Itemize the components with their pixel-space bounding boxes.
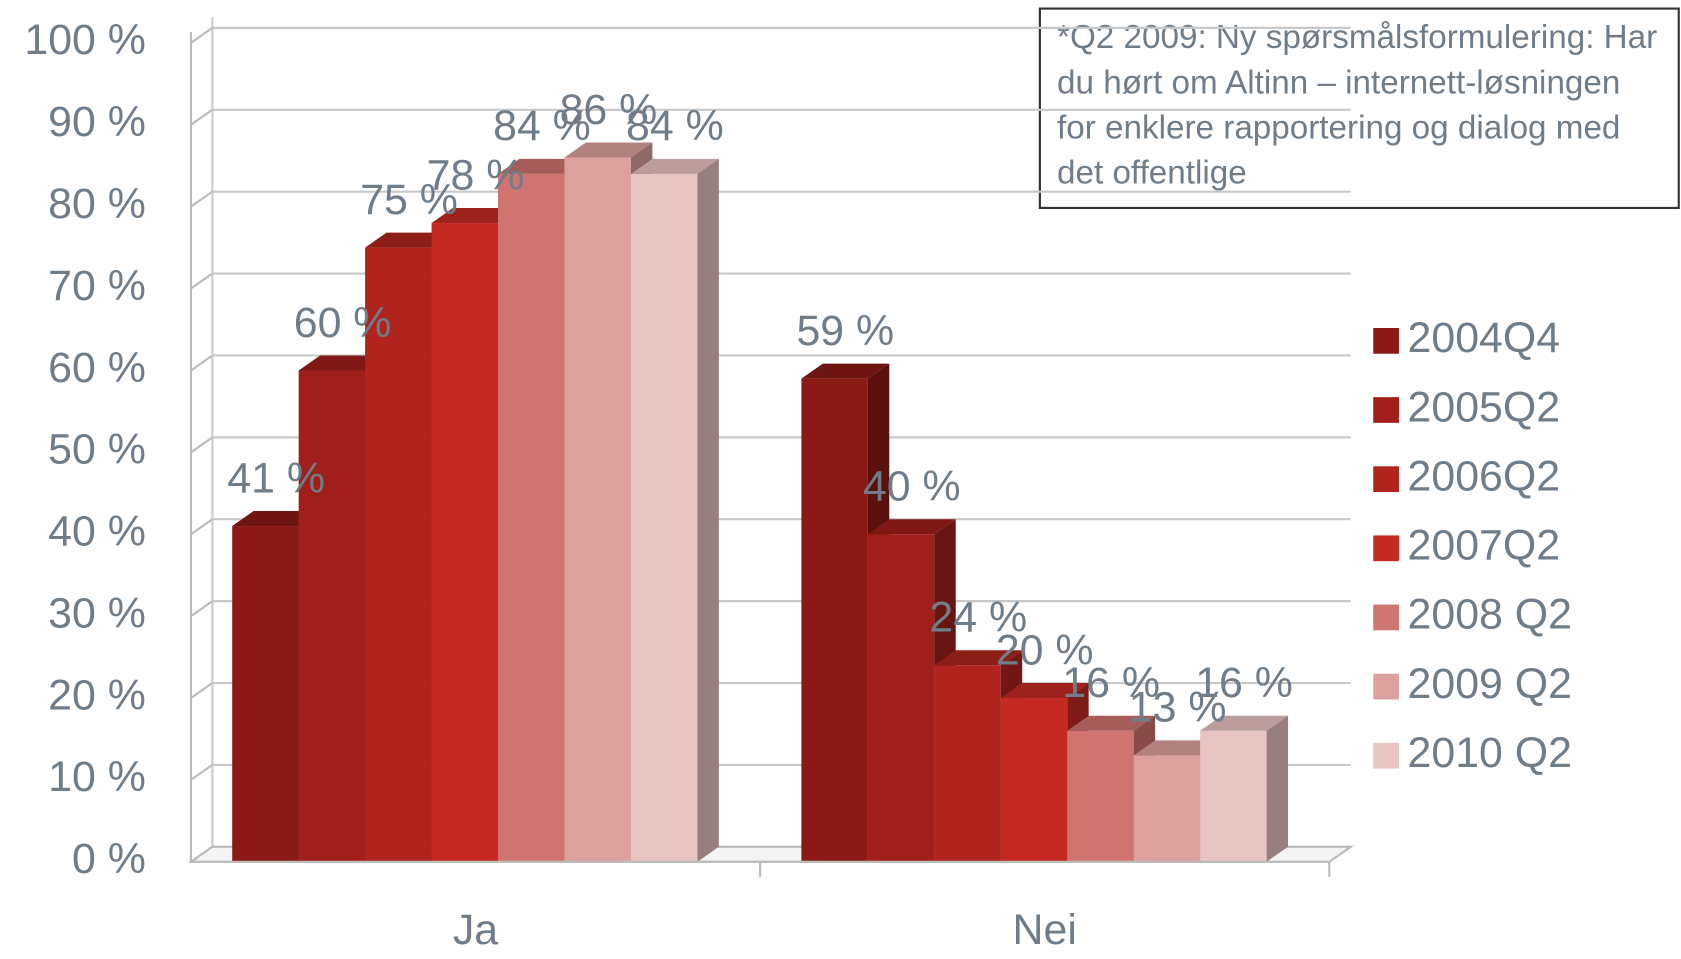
grid-line	[190, 518, 213, 536]
y-tick-label: 40 %	[48, 508, 146, 556]
annotation-box	[1038, 7, 1680, 210]
bar-top	[1133, 740, 1222, 756]
y-tick-label: 10 %	[48, 753, 146, 801]
bar-top	[867, 519, 956, 535]
data-label: 86 %	[560, 86, 658, 134]
bar-top	[1200, 715, 1289, 731]
y-tick-label: 20 %	[48, 671, 146, 719]
bar-top	[232, 511, 321, 527]
legend-label: 2007Q2	[1408, 522, 1561, 570]
annotation-wrap: *Q2 2009: Ny spørsmålsformulering: Har d…	[1057, 18, 1658, 191]
y-tick-label: 30 %	[48, 589, 146, 637]
bar-side	[1266, 715, 1289, 862]
bar	[1200, 730, 1267, 862]
data-label: 16 %	[1062, 659, 1160, 707]
legend-swatch	[1373, 604, 1399, 631]
data-label: 13 %	[1129, 684, 1227, 732]
data-label: 78 %	[427, 151, 525, 199]
legend-swatch	[1373, 742, 1399, 769]
bar-top	[1000, 683, 1089, 699]
bar	[365, 247, 432, 862]
bar-top	[934, 650, 1023, 666]
bar-top	[801, 363, 890, 379]
legend-swatch	[1373, 466, 1399, 493]
y-tick-label: 90 %	[48, 98, 146, 146]
legend-swatch	[1373, 673, 1399, 700]
data-label: 16 %	[1195, 659, 1293, 707]
bar	[232, 526, 299, 862]
y-tick-label: 60 %	[48, 344, 146, 392]
y-tick-label: 50 %	[48, 426, 146, 474]
y-tick-label: 0 %	[72, 835, 146, 883]
annotation: *Q2 2009: Ny spørsmålsformulering: Har d…	[1057, 18, 1658, 191]
grid-line	[190, 764, 213, 781]
bar-side	[697, 158, 719, 862]
bar	[564, 157, 631, 862]
data-label: 75 %	[360, 176, 458, 224]
grid-line	[190, 436, 213, 454]
bar	[1133, 755, 1201, 862]
grid-line	[190, 600, 213, 618]
legend-label: 2004Q4	[1408, 314, 1561, 362]
data-label: 60 %	[294, 299, 392, 347]
bar	[298, 370, 366, 862]
x-tick-label: Nei	[1013, 906, 1077, 954]
bar-top	[298, 355, 387, 371]
grid-line	[190, 190, 213, 208]
data-label: 84 %	[493, 102, 591, 150]
legend-label: 2010 Q2	[1408, 729, 1572, 777]
bar	[801, 378, 868, 862]
bar	[867, 534, 935, 862]
bar-top	[498, 158, 586, 174]
grid-line	[190, 272, 213, 290]
bar-top	[630, 158, 719, 174]
y-tick-label: 100 %	[24, 16, 146, 64]
data-label: 40 %	[863, 463, 961, 511]
legend-swatch	[1373, 328, 1399, 354]
legend-swatch	[1373, 397, 1399, 423]
bar-top	[1067, 715, 1156, 731]
bar	[630, 173, 698, 862]
data-label: 20 %	[996, 626, 1094, 674]
x-tick-label: Ja	[453, 906, 498, 954]
bar-top	[365, 232, 454, 248]
data-label: 41 %	[227, 454, 325, 502]
legend-label: 2009 Q2	[1408, 660, 1572, 708]
bar	[498, 173, 565, 862]
bar	[431, 223, 499, 862]
bar-top	[431, 208, 520, 224]
data-label: 84 %	[626, 102, 724, 150]
y-tick-label: 70 %	[48, 262, 146, 310]
data-label: 59 %	[796, 307, 894, 355]
legend-label: 2006Q2	[1408, 452, 1561, 500]
grid-line	[190, 354, 213, 372]
grid-line	[190, 682, 213, 699]
bar	[1000, 698, 1068, 862]
legend-label: 2008 Q2	[1408, 591, 1572, 639]
bar-top	[564, 142, 653, 158]
data-label: 24 %	[929, 594, 1027, 642]
bar	[934, 665, 1001, 862]
y-tick-label: 80 %	[48, 180, 146, 228]
bar	[1067, 730, 1134, 862]
grid-line	[190, 26, 213, 44]
grid-line	[190, 108, 213, 126]
legend-label: 2005Q2	[1408, 383, 1561, 431]
legend-swatch	[1373, 535, 1399, 562]
